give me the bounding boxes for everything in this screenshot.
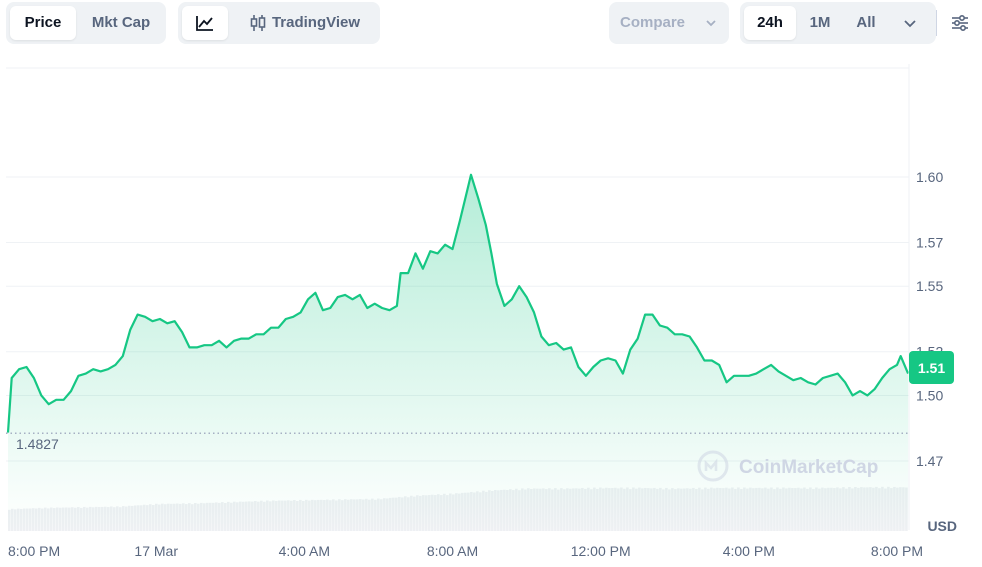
mkt-cap-tab[interactable]: Mkt Cap bbox=[91, 14, 151, 31]
current-price-value: 1.51 bbox=[918, 360, 945, 376]
price-line bbox=[6, 173, 910, 433]
compare-dropdown[interactable]: Compare bbox=[609, 2, 729, 44]
price-chart: CoinMarketCap 1.601.571.551.521.501.47 8… bbox=[0, 60, 982, 562]
range-24h-tab[interactable]: 24h bbox=[744, 6, 796, 40]
y-axis-unit: USD bbox=[927, 518, 957, 534]
toolbar-divider bbox=[936, 10, 937, 36]
price-area bbox=[8, 174, 909, 532]
chart-type-toggle: TradingView bbox=[178, 2, 380, 44]
tradingview-button[interactable]: TradingView bbox=[234, 6, 374, 40]
y-tick-label: 1.57 bbox=[916, 235, 943, 251]
y-tick-label: 1.55 bbox=[916, 278, 943, 294]
x-tick-label: 8:00 PM bbox=[8, 543, 60, 559]
watermark-text: CoinMarketCap bbox=[739, 457, 878, 478]
x-tick-label: 4:00 AM bbox=[279, 543, 330, 559]
y-tick-label: 1.60 bbox=[916, 169, 943, 185]
candlestick-icon bbox=[250, 15, 266, 32]
x-tick-label: 4:00 PM bbox=[723, 543, 775, 559]
price-chart-svg: CoinMarketCap 1.601.571.551.521.501.47 8… bbox=[6, 64, 957, 559]
x-tick-label: 8:00 AM bbox=[427, 543, 478, 559]
range-1m-tab[interactable]: 1M bbox=[809, 14, 831, 31]
range-more-button[interactable] bbox=[892, 6, 928, 40]
open-price-label: 1.4827 bbox=[16, 436, 59, 452]
current-price-tag: 1.51 bbox=[909, 351, 954, 384]
metric-toggle: Price Mkt Cap bbox=[6, 2, 166, 44]
tradingview-label: TradingView bbox=[271, 14, 361, 31]
y-tick-label: 1.47 bbox=[916, 453, 943, 469]
chevron-down-icon bbox=[904, 20, 916, 28]
coinmarketcap-logo-icon bbox=[697, 450, 729, 482]
chart-toolbar: Price Mkt Cap TradingView Compare 24h 1M bbox=[0, 0, 982, 50]
x-tick-label: 8:00 PM bbox=[871, 543, 923, 559]
chevron-down-icon bbox=[706, 20, 716, 27]
x-tick-label: 12:00 PM bbox=[571, 543, 631, 559]
x-tick-label: 17 Mar bbox=[134, 543, 178, 559]
price-tab[interactable]: Price bbox=[10, 6, 76, 40]
sliders-icon bbox=[952, 14, 968, 31]
time-range-toggle: 24h 1M All bbox=[740, 2, 936, 44]
compare-label: Compare bbox=[620, 14, 686, 31]
line-chart-icon bbox=[196, 16, 213, 31]
chart-settings-button[interactable] bbox=[944, 8, 976, 38]
line-chart-button[interactable] bbox=[182, 6, 228, 40]
coinmarketcap-watermark: CoinMarketCap bbox=[697, 450, 878, 482]
range-all-tab[interactable]: All bbox=[856, 14, 876, 31]
y-tick-label: 1.50 bbox=[916, 387, 943, 403]
